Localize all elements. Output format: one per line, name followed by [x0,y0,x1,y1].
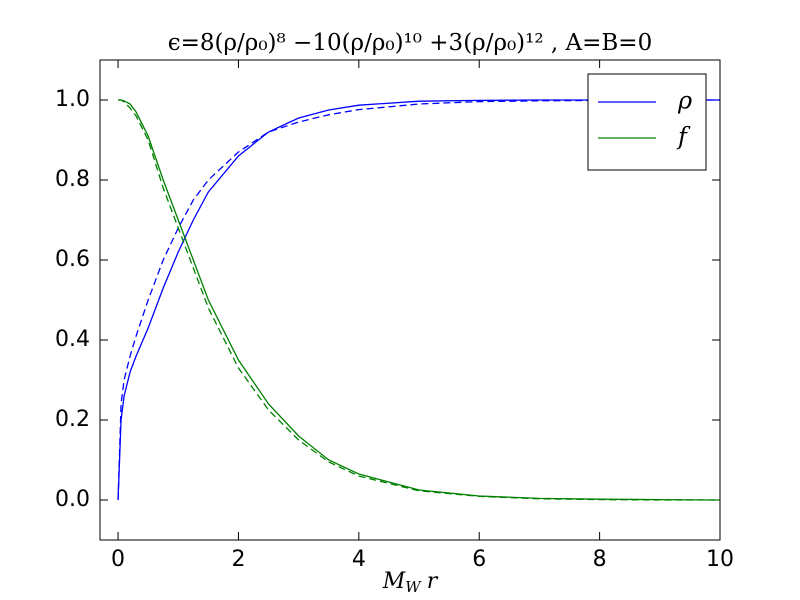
x-label-sub: W [405,578,422,596]
series-line [118,99,721,501]
y-tick-label: 0.6 [55,247,90,272]
x-tick-label: 2 [231,547,245,572]
y-tick-label: 0.4 [55,327,90,352]
legend-box [587,73,707,171]
x-tick-label: 4 [352,547,366,572]
x-label-part: M [382,569,406,594]
series-line [117,99,720,501]
x-tick-label: 6 [472,547,486,572]
x-tick-label: 0 [111,547,125,572]
plot-frame [99,59,721,541]
x-axis-label: MW r [382,569,439,596]
y-tick-label: 1.0 [55,87,90,112]
y-tick-label: 0.8 [55,167,90,192]
series-line [117,99,720,501]
y-tick-label: 0.0 [55,487,90,512]
legend-label: ρ [677,87,692,115]
x-tick-label: 10 [706,547,734,572]
y-tick-label: 0.2 [55,407,90,432]
chart-title: ϵ=8(ρ/ρ₀)⁸ −10(ρ/ρ₀)¹⁰ +3(ρ/ρ₀)¹² , A=B=… [168,30,652,56]
x-tick-label: 8 [593,547,607,572]
series-line [118,99,720,501]
x-label-part: r [427,569,439,594]
